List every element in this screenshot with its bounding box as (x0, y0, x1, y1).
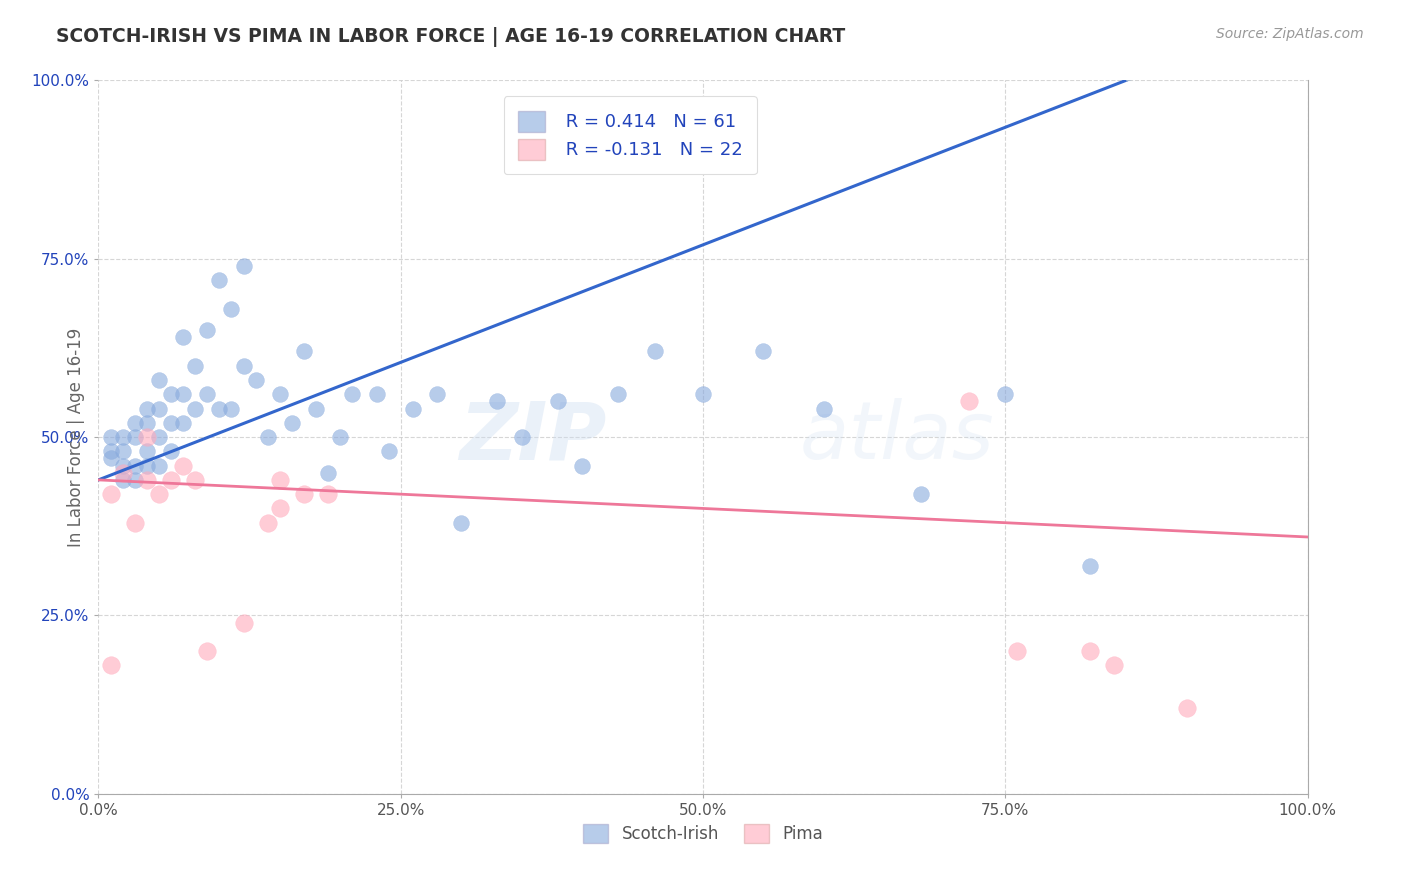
Point (148, 487, 170, 501)
Point (281, 416, 304, 430)
Point (342, 387, 364, 401)
Point (269, 501, 291, 516)
Point (486, 394, 509, 409)
Point (124, 416, 146, 430)
Point (377, 444, 399, 458)
Point (256, 516, 278, 530)
Point (172, 416, 194, 430)
Point (1102, 658, 1125, 673)
Point (148, 458, 170, 473)
Point (195, 387, 218, 401)
Text: SCOTCH-IRISH VS PIMA IN LABOR FORCE | AGE 16-19 CORRELATION CHART: SCOTCH-IRISH VS PIMA IN LABOR FORCE | AG… (56, 27, 845, 46)
Point (1007, 644, 1029, 658)
Point (221, 301, 243, 316)
Point (111, 430, 134, 444)
Point (124, 516, 146, 530)
Point (269, 387, 291, 401)
Point (160, 473, 183, 487)
Text: atlas: atlas (800, 398, 994, 476)
Point (100, 451, 122, 466)
Point (910, 487, 932, 501)
Point (135, 416, 157, 430)
Point (305, 401, 328, 416)
Point (148, 373, 170, 387)
Point (269, 473, 291, 487)
Point (316, 466, 339, 480)
Point (692, 387, 714, 401)
Point (160, 387, 183, 401)
Point (426, 387, 449, 401)
Point (957, 394, 980, 409)
Point (571, 458, 593, 473)
Point (316, 487, 339, 501)
Point (1078, 558, 1101, 573)
Point (172, 458, 194, 473)
Point (292, 487, 315, 501)
Point (208, 273, 231, 287)
Point (195, 644, 218, 658)
Point (366, 387, 388, 401)
Point (232, 615, 254, 630)
Point (172, 387, 194, 401)
Point (172, 330, 194, 344)
Point (450, 516, 472, 530)
Point (547, 394, 569, 409)
Point (1175, 701, 1198, 715)
Point (160, 444, 183, 458)
Point (184, 473, 207, 487)
Y-axis label: In Labor Force | Age 16-19: In Labor Force | Age 16-19 (66, 327, 84, 547)
Point (100, 487, 122, 501)
Legend: Scotch-Irish, Pima: Scotch-Irish, Pima (576, 817, 830, 850)
Point (100, 430, 122, 444)
Point (135, 458, 157, 473)
Point (124, 458, 146, 473)
Point (135, 473, 157, 487)
Text: ZIP: ZIP (458, 398, 606, 476)
Point (644, 344, 666, 359)
Point (208, 401, 231, 416)
Point (813, 401, 835, 416)
Point (994, 387, 1017, 401)
Point (607, 387, 630, 401)
Point (232, 259, 254, 273)
Point (752, 344, 775, 359)
Point (111, 466, 134, 480)
Point (184, 359, 207, 373)
Point (329, 430, 352, 444)
Point (111, 444, 134, 458)
Point (1078, 644, 1101, 658)
Point (100, 658, 122, 673)
Point (124, 430, 146, 444)
Text: Source: ZipAtlas.com: Source: ZipAtlas.com (1216, 27, 1364, 41)
Point (148, 401, 170, 416)
Point (195, 323, 218, 337)
Point (135, 401, 157, 416)
Point (160, 416, 183, 430)
Point (256, 430, 278, 444)
Point (135, 430, 157, 444)
Point (111, 458, 134, 473)
Point (124, 473, 146, 487)
Point (510, 430, 533, 444)
Point (135, 444, 157, 458)
Point (100, 444, 122, 458)
Point (245, 373, 267, 387)
Point (292, 344, 315, 359)
Point (111, 473, 134, 487)
Point (232, 359, 254, 373)
Point (221, 401, 243, 416)
Point (402, 401, 425, 416)
Point (184, 401, 207, 416)
Point (148, 430, 170, 444)
